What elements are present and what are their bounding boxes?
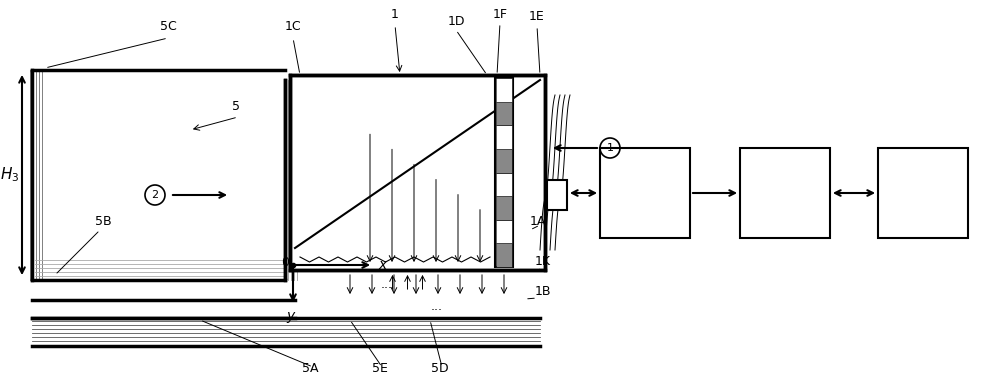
Text: $x$: $x$ bbox=[378, 258, 389, 272]
Text: 0: 0 bbox=[281, 256, 289, 268]
Bar bbox=[740, 148, 830, 238]
Text: 5: 5 bbox=[232, 100, 240, 113]
Text: $y$: $y$ bbox=[286, 310, 296, 325]
Text: $H_3$: $H_3$ bbox=[0, 166, 20, 184]
Text: 2: 2 bbox=[637, 181, 653, 205]
Bar bbox=[496, 196, 512, 220]
Bar bbox=[600, 148, 690, 238]
Bar bbox=[496, 102, 512, 125]
Text: 4: 4 bbox=[915, 181, 931, 205]
Text: 1C: 1C bbox=[285, 20, 301, 33]
Text: 5C: 5C bbox=[160, 20, 176, 33]
Bar bbox=[496, 244, 512, 267]
Bar bbox=[496, 149, 512, 172]
Bar bbox=[547, 180, 567, 210]
Text: 1D: 1D bbox=[447, 15, 465, 28]
Bar bbox=[496, 125, 512, 149]
Bar bbox=[496, 172, 512, 196]
Text: 2: 2 bbox=[151, 190, 159, 200]
Bar bbox=[496, 78, 512, 102]
Text: 5E: 5E bbox=[372, 362, 388, 375]
Text: ...: ... bbox=[431, 300, 443, 314]
Bar bbox=[496, 220, 512, 244]
Bar bbox=[878, 148, 968, 238]
Bar bbox=[290, 75, 545, 270]
Text: 1E: 1E bbox=[529, 10, 545, 23]
Text: 5D: 5D bbox=[431, 362, 449, 375]
Text: 5B: 5B bbox=[95, 215, 112, 228]
Bar bbox=[495, 78, 513, 267]
Polygon shape bbox=[293, 78, 542, 265]
Text: ...: ... bbox=[381, 277, 393, 291]
Text: 3: 3 bbox=[777, 181, 793, 205]
Text: 1B: 1B bbox=[535, 285, 552, 298]
Text: 5A: 5A bbox=[302, 362, 318, 375]
Text: 1: 1 bbox=[391, 8, 399, 21]
Text: 1F: 1F bbox=[492, 8, 508, 21]
Text: 1K: 1K bbox=[535, 255, 551, 268]
Text: 1A: 1A bbox=[530, 215, 546, 228]
Polygon shape bbox=[293, 78, 542, 250]
Text: 1: 1 bbox=[606, 143, 614, 153]
